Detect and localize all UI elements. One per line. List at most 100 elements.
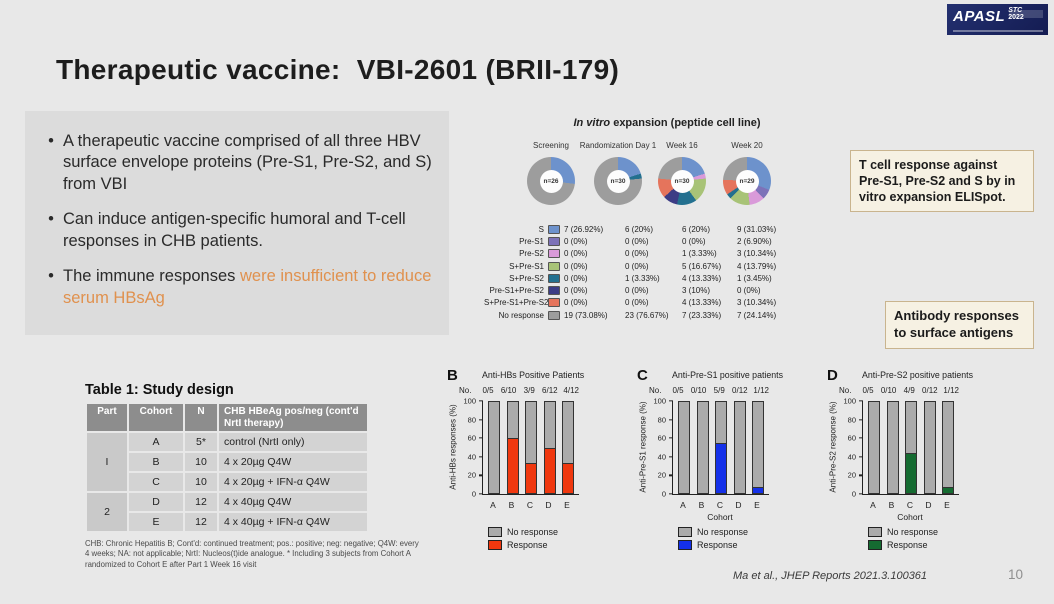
bar-B [506,401,519,494]
donut-value: 19 (73.08%) [564,310,608,320]
chart-title: Anti-HBs Positive Patients [482,370,585,380]
page-number: 10 [1008,567,1024,582]
regimen-cell: 4 x 40µg + IFN-α Q4W [219,513,367,531]
bar-D [733,401,746,494]
legend-swatch [678,527,692,537]
y-tick-label: 0 [471,489,476,499]
donut-table-row: Pre-S1+Pre-S2 0 (0%) 0 (0%) 3 (10%) 0 (0%) [484,284,850,296]
legend-item: No response [868,527,938,537]
y-tick-mark [479,400,483,402]
bullet-marker: • [48,132,54,150]
study-table-row: C 10 4 x 20µg + IFN-α Q4W [87,473,367,491]
legend-item: No response [488,527,558,537]
donut-chart-3: n=30 [658,157,706,205]
study-column-header: N [185,404,217,431]
x-tick-label: B [698,500,705,510]
y-tick-label: 100 [653,396,666,406]
swatch-cell [548,224,564,234]
plot-area: Anti-Pre-S1 response (%) 0 20 40 60 80 100 [639,397,769,499]
y-tick-mark [479,474,483,477]
no-response-bar [886,401,899,494]
bar-C [715,401,727,494]
ratio-value: 0/10 [690,386,707,395]
no-response-bar [942,401,954,494]
study-column-header: Part [87,404,127,431]
cohort-cell: D [129,493,183,511]
donut-value: 6 (20%) [682,224,711,234]
y-tick-mark [669,456,673,458]
legend-item: No response [678,527,748,537]
donut-value: 2 (6.90%) [737,236,772,246]
donut-value: 0 (0%) [737,286,761,296]
donut-value: 7 (23.33%) [682,310,722,320]
y-tick-label: 0 [851,489,856,499]
part-cell: 2 [87,493,127,531]
ratio-value: 0/5 [672,386,684,395]
swatch-cell [548,298,564,308]
no-label: No. [459,386,472,395]
apasl-logo-sub: STC 2022 [1008,7,1024,21]
donut-value: 0 (0%) [625,236,649,246]
legend-swatch [548,298,560,308]
donut-value: 0 (0%) [564,298,588,308]
donut-row-label: No response [498,310,544,320]
legend-swatch [548,286,560,296]
legend-swatch [548,261,560,271]
legend-item: Response [868,540,938,550]
donut-row-label: Pre-S2 [519,249,544,259]
apasl-logo: APASL STC 2022 [947,4,1048,35]
study-table-title: Table 1: Study design [85,382,234,398]
donut-value: 1 (3.33%) [625,273,660,283]
chart-title: Anti-Pre-S2 positive patients [862,370,973,380]
y-axis-label: Anti-Pre-S1 response (%) [638,401,648,493]
legend-label: Response [697,540,738,550]
x-tick-label: C [526,500,534,510]
swatch-cell [548,236,564,246]
ratio-value: 0/12 [922,386,938,395]
ratio-row: 0/5 0/10 5/9 0/12 1/12 [671,386,769,395]
x-tick-label: E [754,500,760,510]
donut-panel-title: In vitro expansion (peptide cell line) [484,117,850,129]
bar-chart-panel-C: C Anti-Pre-S1 positive patients No. 0/5 0/10… [632,361,804,563]
no-label: No. [839,386,852,395]
legend-swatch [548,224,560,234]
tcell-donut-panel: In vitro expansion (peptide cell line) S… [484,113,850,341]
donut-chart-2: n=30 [594,157,642,205]
y-tick-mark [479,437,483,439]
x-tick-label: D [545,500,552,510]
legend-label: Response [507,540,548,550]
x-tick-labels: A B C D E [862,500,958,510]
x-tick-labels: A B C D E [482,500,578,510]
bullet-text: The immune responses were insufficient t… [63,267,432,307]
response-bar [752,486,764,494]
legend-label: No response [887,527,939,537]
ratio-value: 0/5 [862,386,874,395]
swatch-cell [548,249,564,259]
y-tick-mark [669,418,673,421]
donut-value: 0 (0%) [564,236,588,246]
y-axis-label: Anti-HBs responses (%) [448,404,458,490]
donut-value: 0 (0%) [625,261,649,271]
study-table-row: 2 D 12 4 x 40µg Q4W [87,493,367,531]
ratio-value: 0/12 [732,386,748,395]
y-tick-mark [859,456,863,458]
donut-table-row: Pre-S1 0 (0%) 0 (0%) 0 (0%) 2 (6.90%) [484,235,850,247]
regimen-cell: 4 x 20µg Q4W [219,453,367,471]
chart-title: Anti-Pre-S1 positive patients [672,370,783,380]
bar-B [696,401,709,494]
y-tick-mark [859,418,863,421]
cohort-cell: A [129,433,183,451]
bar-B [886,401,899,494]
donut-row-label: S+Pre-S1 [509,261,544,271]
ratio-row: 0/5 0/10 4/9 0/12 1/12 [861,386,959,395]
donut-table-row: S+Pre-S2 0 (0%) 1 (3.33%) 4 (13.33%) 1 (3.45… [484,272,850,284]
study-design-section: Table 1: Study design Part Cohort N CHB HBe… [85,382,425,570]
bullet-item-1: • A therapeutic vaccine comprised of all… [39,131,433,195]
swatch-cell [548,286,564,296]
response-bar [562,463,574,494]
bullet-text: Can induce antigen-specific humoral and … [63,210,406,250]
bar-chart-panel-B: B Anti-HBs Positive Patients No. 0/5 6/10 3/9… [442,361,614,563]
bar-C [905,401,917,494]
y-tick-label: 80 [467,415,476,425]
